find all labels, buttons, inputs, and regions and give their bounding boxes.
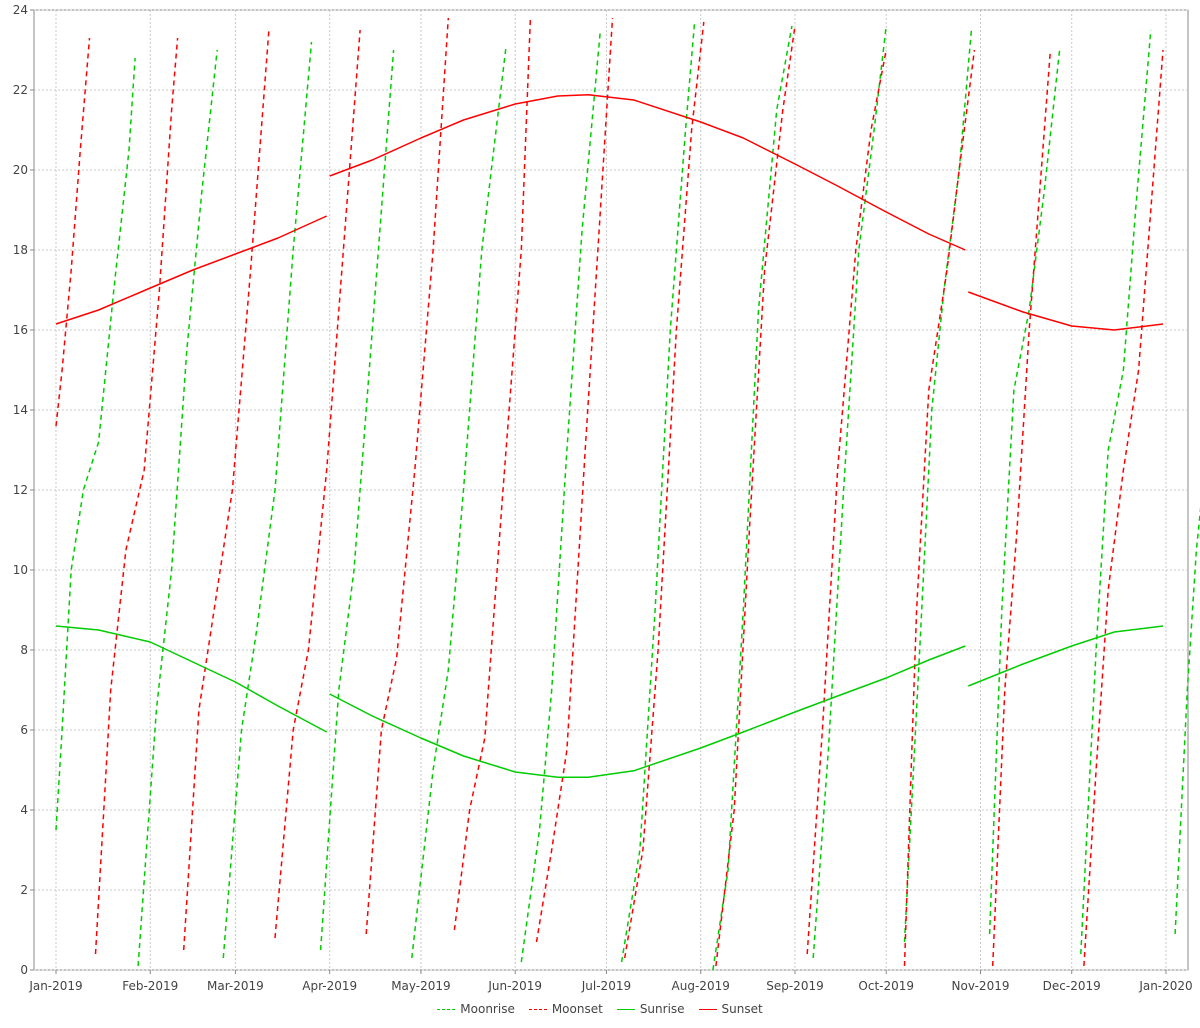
series-layer [55,17,1200,971]
legend-item-moonrise: Moonrise [437,1002,515,1016]
y-tick-label: 4 [20,803,28,817]
legend-label: Sunrise [639,1002,685,1016]
sunrise-line [329,645,966,778]
moonset-line [453,17,532,931]
series-moonrise [55,21,1200,971]
y-tick-label: 24 [13,3,28,17]
x-tick-label: Mar-2019 [207,979,264,993]
moonset-line [806,49,887,955]
legend-label: Sunset [721,1002,763,1016]
y-tick-label: 8 [20,643,28,657]
moonset-line [623,21,705,959]
y-tick-label: 0 [20,963,28,977]
moonset-line [182,29,270,951]
y-tick-label: 14 [13,403,28,417]
x-tick-label: Nov-2019 [952,979,1010,993]
moonrise-line [812,25,887,959]
sunrise-line [55,625,328,733]
y-tick-label: 18 [13,243,28,257]
legend-swatch [528,1008,547,1010]
sunset-line [55,215,328,325]
moonset-line [365,17,450,935]
y-tick-label: 12 [13,483,28,497]
series-sunset [55,94,1164,331]
legend-item-sunrise: Sunrise [616,1002,685,1016]
sunrise-line [968,625,1164,687]
legend-swatch [698,1008,717,1010]
x-tick-label: Dec-2019 [1043,979,1101,993]
moonset-line [1083,49,1164,967]
legend-label: Moonset [551,1002,603,1016]
x-tick-label: Jun-2019 [487,979,542,993]
moonrise-line [712,25,793,971]
moonrise-line [319,49,395,951]
x-tick-label: Jan-2019 [28,979,82,993]
x-tick-label: Apr-2019 [302,979,357,993]
legend-item-moonset: Moonset [528,1002,603,1016]
y-tick-label: 20 [13,163,28,177]
moonrise-line [903,29,973,943]
y-tick-label: 2 [20,883,28,897]
sunset-line [329,94,966,251]
moonrise-line [988,49,1061,935]
x-tick-label: Jan-2020 [1138,979,1192,993]
sunset-line [968,291,1164,331]
y-tick-label: 16 [13,323,28,337]
x-tick-label: Aug-2019 [672,979,730,993]
legend-label: Moonrise [460,1002,515,1016]
series-sunrise [55,625,1164,778]
legend: Moonrise Moonset Sunrise Sunset [0,1002,1200,1016]
x-tick-label: Feb-2019 [122,979,178,993]
moonrise-line [1080,29,1152,955]
legend-swatch [616,1008,635,1010]
moonrise-line [137,49,218,967]
y-tick-label: 10 [13,563,28,577]
moonset-line [55,37,91,427]
x-tick-label: Jul-2019 [581,979,631,993]
moonrise-line [1174,507,1200,935]
moonset-line [715,25,796,967]
moonset-line [94,37,179,955]
y-tick-label: 6 [20,723,28,737]
legend-swatch [437,1008,456,1010]
moonrise-line [411,45,507,959]
moonrise-line [520,29,602,963]
moonrise-line [222,41,313,959]
series-moonset [55,17,1164,967]
x-tick-label: Sep-2019 [766,979,824,993]
grid [34,9,1188,971]
legend-item-sunset: Sunset [698,1002,763,1016]
moonrise-line [55,57,136,831]
moonrise-line [620,21,696,963]
moonset-line [535,17,614,943]
moonset-line [991,49,1052,967]
y-tick-label: 22 [13,83,28,97]
x-tick-label: May-2019 [391,979,450,993]
moonset-line [274,29,361,939]
x-tick-label: Oct-2019 [858,979,914,993]
